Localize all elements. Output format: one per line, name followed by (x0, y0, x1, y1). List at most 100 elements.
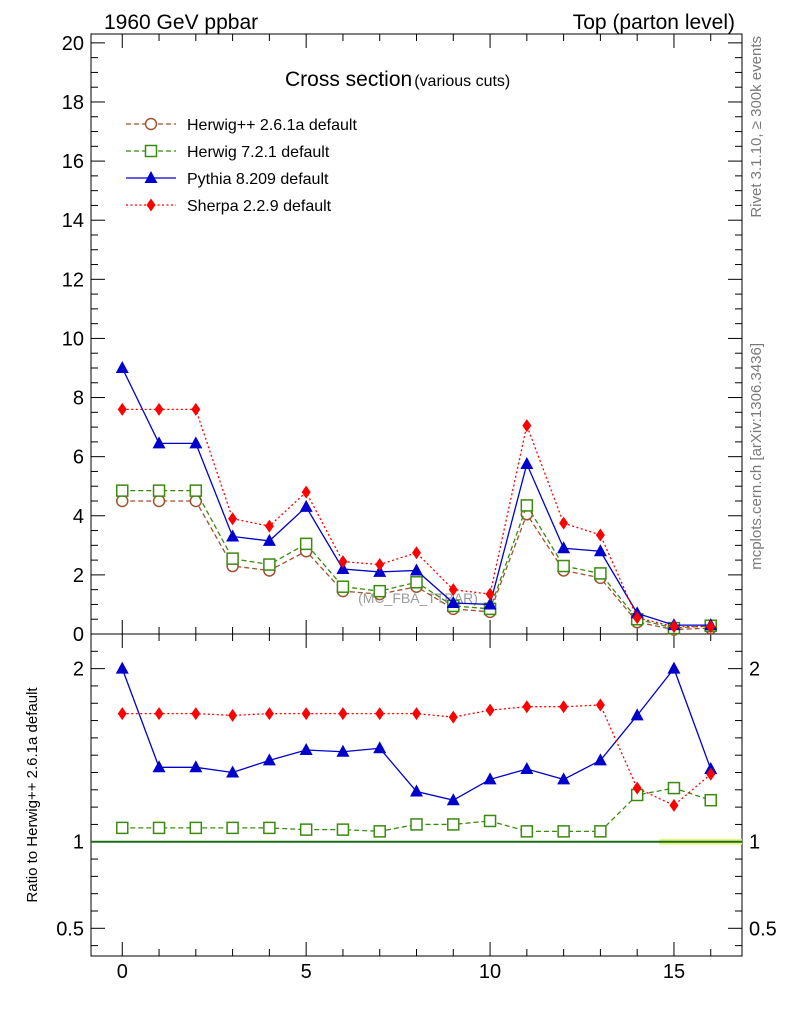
plot-title: Cross section (various cuts) (285, 68, 510, 91)
ratio-data-point (412, 707, 421, 721)
legend-label-2: Pythia 8.209 default (187, 171, 329, 188)
plot-title-sub: (various cuts) (414, 73, 510, 90)
x-tick-label: 10 (479, 961, 501, 983)
main-data-point (373, 584, 386, 598)
ratio-y-axis-label: Ratio to Herwig++ 2.6.1a default (24, 687, 41, 903)
main-data-point (595, 528, 605, 542)
header-energy-label: 1960 GeV ppbar (104, 11, 258, 34)
main-y-tick-label: 4 (73, 506, 84, 528)
main-data-point (115, 360, 129, 373)
ratio-data-point (226, 821, 239, 835)
ratio-data-point (189, 760, 203, 773)
ratio-data-point (338, 707, 348, 721)
main-y-tick-label: 10 (62, 328, 84, 350)
ratio-data-point (336, 744, 350, 757)
main-data-point (410, 563, 423, 576)
main-data-point (632, 611, 642, 625)
plot-title-main: Cross section (285, 68, 412, 91)
ratio-data-point (299, 742, 313, 755)
ratio-data-point (522, 700, 532, 714)
ratio-data-point (191, 707, 201, 721)
main-data-point (189, 484, 203, 497)
ratio-series-line (121, 667, 712, 801)
main-data-point (117, 402, 127, 416)
main-series-line (122, 490, 711, 629)
main-series-line (122, 408, 711, 628)
ratio-data-point (483, 814, 497, 828)
main-data-point (336, 580, 350, 593)
ratio-data-point (375, 707, 385, 721)
ratio-y-tick-label-left: 2 (73, 659, 84, 681)
main-data-point (446, 595, 460, 608)
ratio-data-point (557, 772, 571, 785)
main-data-point (593, 544, 607, 557)
ratio-data-point (189, 821, 203, 835)
series-1 (116, 484, 717, 838)
ratio-data-point (594, 825, 607, 838)
ratio-data-point (152, 821, 166, 835)
ratio-data-point (632, 781, 642, 795)
main-data-point (669, 620, 679, 634)
main-data-point (264, 519, 274, 533)
ratio-y-tick-label-right: 0.5 (749, 918, 777, 940)
main-data-point (299, 499, 313, 512)
ratio-data-point (485, 703, 495, 717)
x-tick-label: 15 (663, 961, 685, 983)
x-tick-label: 0 (117, 961, 128, 983)
main-y-tick-label: 8 (73, 388, 84, 410)
ratio-data-point (336, 823, 350, 836)
main-data-point (483, 597, 497, 610)
ratio-data-point (228, 708, 238, 722)
main-data-point (520, 499, 534, 512)
ratio-data-point (299, 823, 313, 836)
main-data-point (448, 583, 458, 597)
main-data-point (116, 494, 129, 508)
legend-marker-0 (144, 117, 158, 131)
legend-label-0: Herwig++ 2.6.1a default (187, 117, 357, 134)
ratio-data-point (669, 798, 679, 812)
main-data-point (154, 402, 164, 416)
ratio-data-point (483, 772, 497, 785)
main-data-point (557, 559, 570, 573)
series-layer (115, 360, 718, 838)
ratio-data-point (446, 793, 460, 806)
main-data-point (226, 552, 239, 565)
ratio-y-tick-label-right: 1 (749, 832, 760, 854)
main-y-tick-label: 2 (73, 565, 84, 587)
legend-marker-3 (146, 198, 156, 212)
main-y-tick-label: 0 (73, 624, 84, 646)
ratio-data-point (410, 818, 423, 831)
ratio-series-line (122, 787, 711, 833)
series-3 (117, 402, 716, 812)
main-data-point (522, 419, 532, 433)
ratio-data-point (152, 760, 166, 773)
main-data-point (262, 533, 276, 546)
ratio-data-point (154, 707, 164, 721)
main-data-point (299, 537, 313, 551)
main-data-point (559, 516, 569, 530)
ratio-data-point (226, 765, 240, 778)
main-data-point (485, 587, 495, 601)
ratio-data-point (704, 793, 717, 807)
main-data-point (152, 436, 166, 449)
main-data-point (152, 494, 166, 508)
main-y-tick-label: 12 (62, 269, 84, 291)
ratio-data-point (373, 741, 387, 754)
legend-marker-2 (144, 171, 158, 183)
main-y-tick-label: 16 (62, 151, 84, 173)
ratio-data-point (373, 825, 386, 838)
legend: Herwig++ 2.6.1a default Herwig 7.2.1 defa… (126, 117, 357, 215)
ratio-y-tick-label-left: 1 (73, 832, 84, 854)
main-data-point (228, 512, 238, 526)
main-y-tick-label: 20 (62, 33, 84, 55)
main-y-tick-label: 14 (62, 210, 84, 232)
main-data-point (263, 558, 276, 571)
ratio-data-point (595, 698, 605, 712)
ratio-data-point (410, 784, 423, 797)
ratio-data-point (593, 753, 607, 766)
ratio-data-point (557, 825, 570, 838)
ratio-data-point (117, 707, 127, 721)
x-tick-label: 5 (301, 961, 312, 983)
